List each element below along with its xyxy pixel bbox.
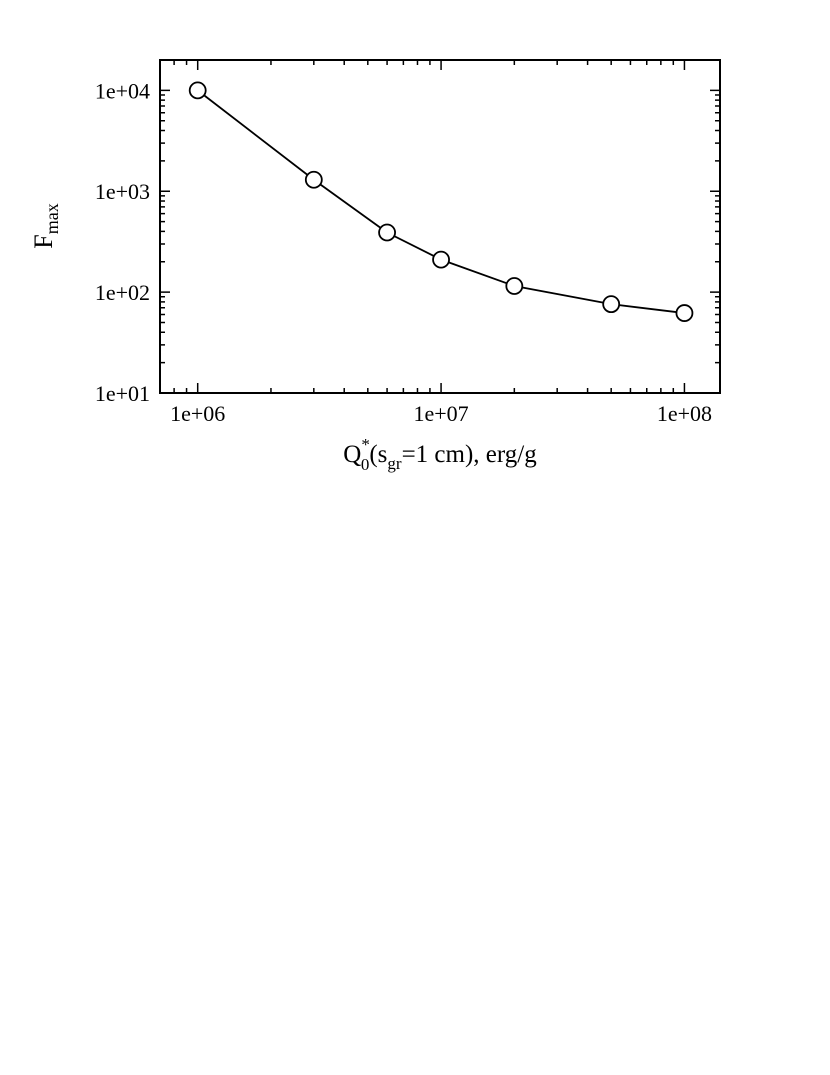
x-label-sub: gr [387, 454, 402, 473]
x-tick-label: 1e+06 [170, 401, 225, 426]
x-label-sub: 0 [361, 455, 370, 474]
x-label-part: =1 cm), erg/g [402, 441, 538, 468]
data-point [675, 304, 694, 322]
y-tick-label: 1e+02 [95, 280, 150, 305]
x-axis-label: Q* 0(sgr=1 cm), erg/g [343, 435, 537, 474]
y-label-sub: max [42, 203, 62, 234]
data-point [378, 223, 396, 242]
y-tick-label: 1e+04 [95, 78, 150, 103]
x-label-part: (s [369, 441, 387, 468]
y-tick-label: 1e+03 [95, 179, 150, 204]
x-label-main: Q [343, 441, 361, 468]
y-label-main: F [29, 234, 58, 248]
series-line [197, 89, 685, 314]
y-axis-label: Fmax [29, 203, 62, 248]
data-point [602, 295, 621, 314]
y-tick-label: 1e+01 [95, 381, 150, 406]
data-point [432, 250, 450, 269]
x-label-sup: * [361, 435, 370, 454]
x-tick-label: 1e+08 [657, 401, 712, 426]
plot-frame [159, 59, 721, 394]
data-point [505, 277, 524, 295]
x-tick-label: 1e+07 [413, 401, 468, 426]
data-point [304, 170, 323, 189]
data-point [188, 81, 207, 100]
